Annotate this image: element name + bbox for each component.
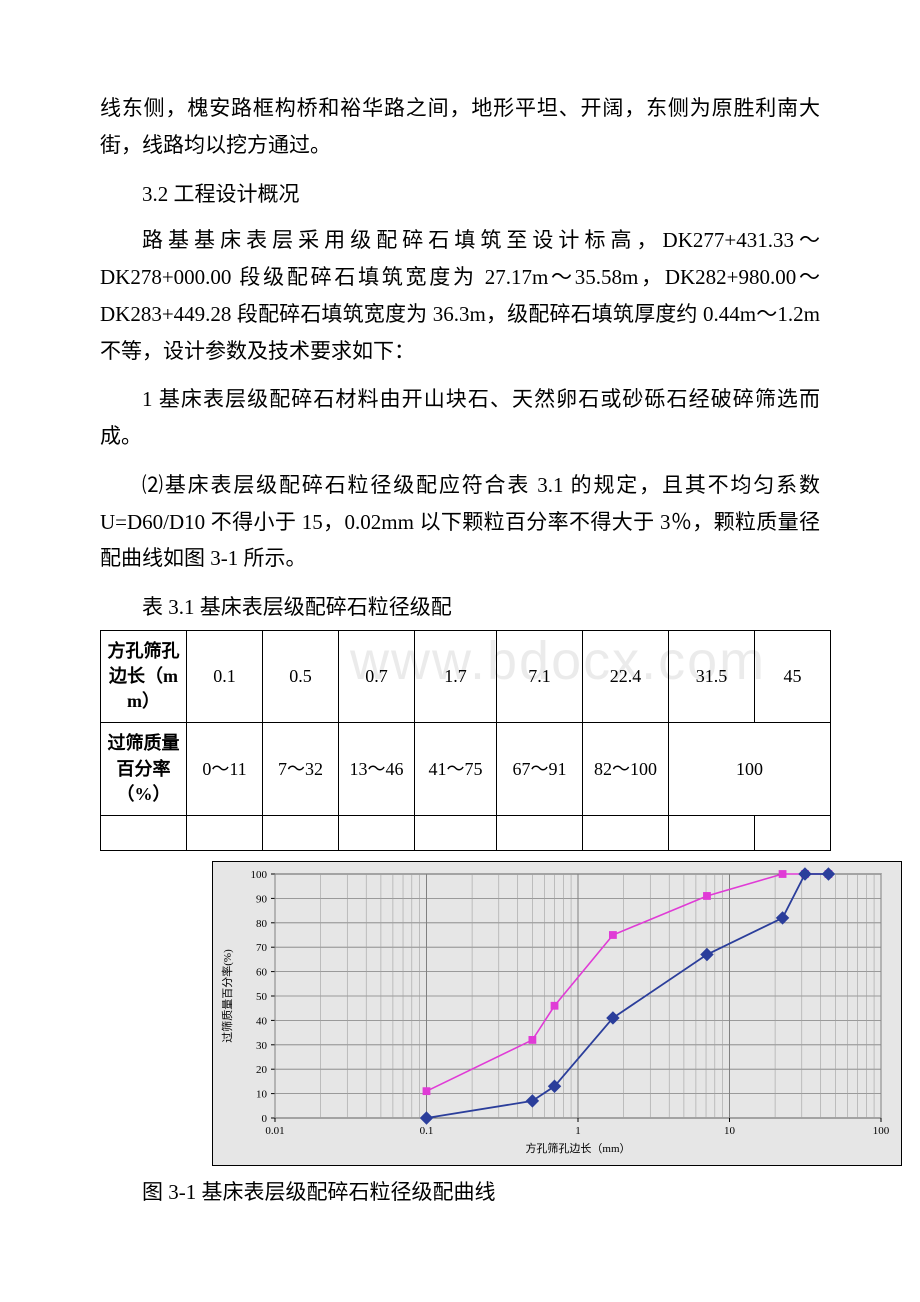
paragraph-design-overview: 路基基床表层采用级配碎石填筑至设计标高，DK277+431.33～DK278+0… — [100, 222, 820, 369]
table-cell: 31.5 — [669, 630, 755, 723]
table-row: 过筛质量百分率（%） 0～11 7～32 13～46 41～75 67～91 8… — [101, 723, 831, 816]
svg-text:40: 40 — [256, 1015, 268, 1027]
svg-text:20: 20 — [256, 1064, 268, 1076]
table-caption: 表 3.1 基床表层级配碎石粒径级配 — [100, 589, 820, 626]
section-heading-3-2: 3.2 工程设计概况 — [100, 176, 820, 213]
table-cell: 82～100 — [583, 723, 669, 816]
table-cell: 1.7 — [415, 630, 497, 723]
paragraph-continuation: 线东侧，槐安路框构桥和裕华路之间，地形平坦、开阔，东侧为原胜利南大街，线路均以挖… — [100, 90, 820, 164]
table-cell: 45 — [755, 630, 831, 723]
svg-text:80: 80 — [256, 918, 268, 930]
gradation-table: 方孔筛孔边长（mm） 0.1 0.5 0.7 1.7 7.1 22.4 31.5… — [100, 630, 831, 851]
row-header-passrate: 过筛质量百分率（%） — [101, 723, 187, 816]
svg-text:30: 30 — [256, 1040, 268, 1052]
gradation-chart: 0 10 20 30 40 50 60 70 80 90 100 0.01 0.1 1 10 100 方孔筛孔边… — [212, 861, 902, 1166]
svg-text:50: 50 — [256, 991, 268, 1003]
svg-text:1: 1 — [575, 1125, 581, 1137]
svg-text:0: 0 — [262, 1113, 268, 1125]
chart-svg: 0 10 20 30 40 50 60 70 80 90 100 0.01 0.1 1 10 100 方孔筛孔边… — [213, 862, 901, 1160]
figure-caption: 图 3-1 基床表层级配碎石粒径级配曲线 — [100, 1174, 820, 1211]
row-header-sieve: 方孔筛孔边长（mm） — [101, 630, 187, 723]
document-page: 线东侧，槐安路框构桥和裕华路之间，地形平坦、开阔，东侧为原胜利南大街，线路均以挖… — [0, 0, 920, 1271]
table-cell: 0.7 — [339, 630, 415, 723]
table-cell: 100 — [669, 723, 831, 816]
svg-text:10: 10 — [724, 1125, 736, 1137]
table-cell: 41～75 — [415, 723, 497, 816]
table-wrapper: www.bdocx.com 方孔筛孔边长（mm） 0.1 0.5 0.7 1.7… — [100, 630, 820, 851]
svg-text:100: 100 — [251, 869, 268, 881]
paragraph-item-1: 1 基床表层级配碎石材料由开山块石、天然卵石或砂砾石经破碎筛选而成。 — [100, 381, 820, 455]
table-row — [101, 815, 831, 850]
svg-text:方孔筛孔边长（mm）: 方孔筛孔边长（mm） — [525, 1141, 630, 1155]
svg-text:0.01: 0.01 — [265, 1125, 284, 1137]
svg-text:90: 90 — [256, 893, 268, 905]
table-cell: 7～32 — [263, 723, 339, 816]
table-cell: 0.1 — [187, 630, 263, 723]
svg-text:10: 10 — [256, 1088, 268, 1100]
table-cell: 13～46 — [339, 723, 415, 816]
svg-text:100: 100 — [873, 1125, 890, 1137]
table-cell: 0～11 — [187, 723, 263, 816]
table-cell: 0.5 — [263, 630, 339, 723]
svg-text:过筛质量百分率(%): 过筛质量百分率(%) — [220, 949, 234, 1043]
table-cell: 7.1 — [497, 630, 583, 723]
table-row: 方孔筛孔边长（mm） 0.1 0.5 0.7 1.7 7.1 22.4 31.5… — [101, 630, 831, 723]
svg-text:60: 60 — [256, 966, 268, 978]
table-cell: 67～91 — [497, 723, 583, 816]
svg-text:70: 70 — [256, 942, 268, 954]
paragraph-item-2: ⑵基床表层级配碎石粒径级配应符合表 3.1 的规定，且其不均匀系数 U=D60/… — [100, 467, 820, 577]
svg-text:0.1: 0.1 — [420, 1125, 434, 1137]
table-cell: 22.4 — [583, 630, 669, 723]
